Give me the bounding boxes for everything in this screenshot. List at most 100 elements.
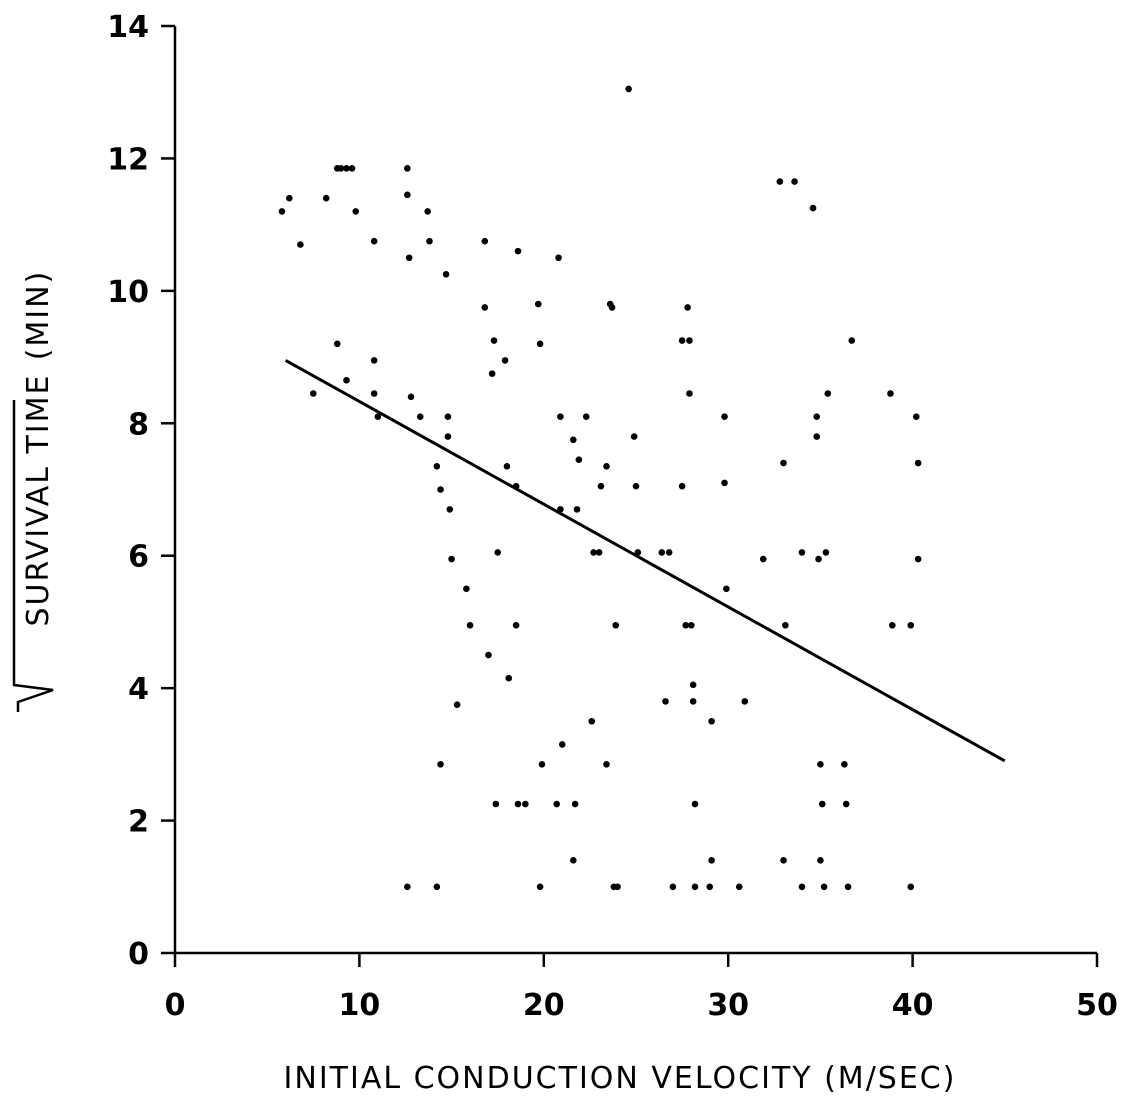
data-point xyxy=(424,208,431,215)
x-tick-label: 10 xyxy=(339,988,381,1023)
data-point xyxy=(759,555,767,563)
y-tick-label: 12 xyxy=(107,142,149,177)
data-point xyxy=(741,698,749,705)
data-point xyxy=(735,883,743,891)
data-point xyxy=(370,237,378,245)
data-point xyxy=(686,390,693,397)
y-tick-label: 10 xyxy=(107,275,149,310)
data-point xyxy=(337,165,345,172)
data-point xyxy=(348,165,356,172)
data-point xyxy=(404,191,411,199)
radical-sign xyxy=(12,400,54,712)
data-point xyxy=(512,621,520,629)
data-point xyxy=(278,208,286,215)
data-point xyxy=(333,340,341,348)
data-point xyxy=(721,413,728,420)
data-point xyxy=(433,883,441,891)
data-point xyxy=(494,549,502,556)
data-point xyxy=(505,674,513,682)
data-point xyxy=(887,390,894,397)
data-point xyxy=(557,413,564,420)
data-point xyxy=(444,413,452,420)
data-point xyxy=(481,304,489,311)
data-point xyxy=(844,883,852,891)
data-point xyxy=(286,194,293,202)
data-point xyxy=(658,549,666,556)
data-point xyxy=(780,459,787,467)
data-point xyxy=(907,621,915,629)
data-point xyxy=(614,883,621,891)
data-point xyxy=(723,585,730,593)
data-point xyxy=(575,456,583,464)
data-point xyxy=(678,337,686,344)
data-point xyxy=(798,883,806,891)
data-point xyxy=(322,194,330,202)
data-points xyxy=(278,85,922,891)
data-point xyxy=(841,760,848,768)
axes xyxy=(173,26,1097,955)
data-point xyxy=(817,760,824,768)
data-point xyxy=(514,800,522,808)
data-point xyxy=(492,800,500,808)
y-tick-label: 4 xyxy=(128,672,149,707)
data-point xyxy=(669,883,677,891)
data-point xyxy=(912,413,920,420)
data-point xyxy=(370,390,378,397)
x-tick-label: 20 xyxy=(523,988,565,1023)
data-point xyxy=(678,482,686,490)
x-tick-label: 0 xyxy=(165,988,186,1023)
data-point xyxy=(490,337,498,344)
data-point xyxy=(310,390,317,397)
data-point xyxy=(824,390,832,397)
data-point xyxy=(570,436,577,444)
data-point xyxy=(558,741,566,748)
data-point xyxy=(553,800,561,808)
data-point xyxy=(297,241,304,248)
data-point xyxy=(708,857,715,864)
y-tick-label: 14 xyxy=(107,10,149,45)
data-point xyxy=(343,376,350,384)
data-point xyxy=(603,760,610,768)
y-tick-label: 0 xyxy=(128,937,149,972)
data-point xyxy=(536,340,544,348)
data-point xyxy=(791,178,798,185)
x-axis-title: INITIAL CONDUCTION VELOCITY (M/SEC) xyxy=(284,1061,957,1096)
data-point xyxy=(818,800,826,808)
data-point xyxy=(782,621,789,629)
data-point xyxy=(446,506,454,513)
data-point xyxy=(590,549,597,556)
data-point xyxy=(404,883,411,891)
data-point xyxy=(608,304,616,311)
data-point xyxy=(466,621,474,629)
x-tick-label: 30 xyxy=(707,988,749,1023)
data-point xyxy=(442,271,450,278)
data-point xyxy=(721,479,728,487)
data-point xyxy=(571,800,579,808)
data-point xyxy=(536,883,544,891)
data-point xyxy=(817,857,824,864)
data-point xyxy=(534,300,542,308)
data-point xyxy=(813,433,821,440)
data-point xyxy=(514,247,522,255)
axis-ticks: 0 10 20 30 40 50 0 2 4 6 8 10 12 14 xyxy=(107,10,1118,1023)
data-point xyxy=(603,463,610,470)
data-point xyxy=(595,549,603,556)
fit-line xyxy=(284,359,1006,763)
data-point xyxy=(481,237,489,245)
data-point xyxy=(555,254,562,262)
data-point xyxy=(370,357,378,364)
data-point xyxy=(463,585,470,593)
data-point xyxy=(662,698,669,705)
data-point xyxy=(573,506,581,513)
data-point xyxy=(813,413,821,420)
data-point xyxy=(708,717,715,725)
y-tick-label: 2 xyxy=(128,805,149,840)
data-point xyxy=(503,463,511,470)
data-point xyxy=(437,760,444,768)
data-point xyxy=(405,254,413,262)
y-axis-title-unit: (MIN) xyxy=(21,270,56,361)
data-point xyxy=(665,549,673,556)
data-point xyxy=(630,433,638,440)
data-point xyxy=(822,549,830,556)
data-point xyxy=(848,337,856,344)
